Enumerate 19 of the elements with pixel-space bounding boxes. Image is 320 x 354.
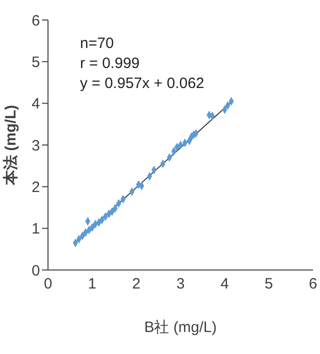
y-axis-title: 本法 (mg/L): [2, 105, 20, 186]
x-tick-label: 4: [220, 276, 229, 293]
annotation: n=70: [80, 34, 115, 54]
y-tick-label: 5: [32, 54, 40, 71]
y-tick-label: 2: [32, 178, 40, 196]
x-axis-title: B社 (mg/L): [144, 319, 217, 336]
x-tick-label: 0: [44, 276, 52, 293]
x-tick-label: 6: [308, 276, 318, 293]
y-tick-label: 1: [32, 220, 40, 238]
y-tick-label: 6: [32, 12, 40, 30]
y-tick-label: 0: [32, 262, 40, 280]
x-tick-label: 3: [176, 276, 185, 293]
y-tick-label: 4: [32, 96, 40, 113]
x-tick-label: 1: [88, 276, 96, 293]
annotation: y = 0.957x + 0.062: [80, 74, 204, 94]
x-tick-label: 5: [264, 276, 274, 293]
x-tick-label: 2: [132, 276, 141, 293]
y-tick-label: 3: [32, 137, 40, 154]
annotation: r = 0.999: [80, 54, 141, 74]
